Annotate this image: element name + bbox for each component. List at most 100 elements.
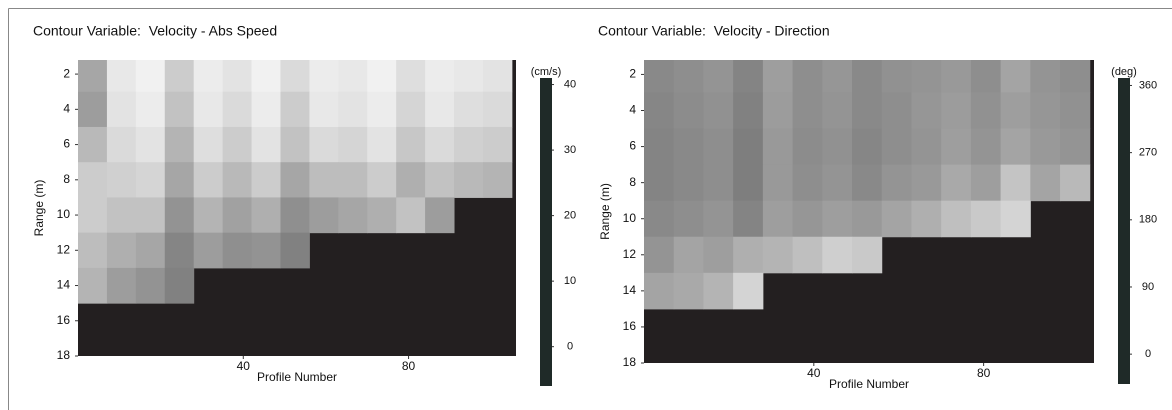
y-tick-label: 6	[629, 139, 636, 153]
heatmap-cell	[673, 272, 704, 310]
heatmap-cell	[222, 126, 253, 163]
heatmap-cell	[164, 197, 195, 234]
y-tick-label: 4	[63, 102, 70, 116]
heatmap-cell	[454, 126, 484, 163]
heatmap-cell	[309, 126, 339, 163]
heatmap-cell	[135, 197, 166, 234]
heatmap-cell	[1030, 92, 1061, 130]
heatmap-cell	[396, 162, 426, 198]
heatmap-cell	[881, 128, 912, 166]
heatmap-cell	[673, 164, 704, 202]
heatmap-cell	[762, 164, 794, 202]
heatmap-cell	[135, 267, 166, 304]
heatmap-cell	[193, 126, 224, 163]
heatmap-cell	[1000, 128, 1031, 166]
y-tick-label: 16	[57, 313, 71, 327]
heatmap-cell	[733, 272, 764, 310]
heatmap-cell	[673, 200, 704, 238]
x-tick-label: 80	[977, 366, 991, 380]
x-axis-label: Profile Number	[829, 377, 909, 391]
heatmap-cell	[280, 126, 310, 163]
heatmap-cell	[644, 236, 675, 274]
y-tick-label: 2	[63, 66, 70, 80]
heatmap-cell	[703, 60, 734, 93]
heatmap-cell	[1060, 164, 1091, 202]
heatmap-cell	[703, 128, 734, 166]
heatmap-cell	[1060, 128, 1091, 166]
colorbar-tick-label: 20	[564, 210, 576, 222]
heatmap-cell	[1000, 164, 1031, 202]
heatmap-cell	[1060, 60, 1091, 93]
heatmap-cell	[338, 162, 368, 198]
heatmap-cell	[367, 126, 397, 163]
heatmap-cell	[135, 162, 166, 198]
y-tick-label: 12	[57, 242, 71, 256]
heatmap-cell	[911, 164, 942, 202]
heatmap-cell	[822, 128, 853, 166]
colorbar	[540, 78, 552, 386]
heatmap-cell	[970, 200, 1002, 238]
heatmap-cell	[822, 92, 853, 130]
heatmap-cell	[1000, 200, 1031, 238]
colorbar-tick-label: 0	[1145, 348, 1151, 360]
heatmap-cell	[1030, 164, 1061, 202]
y-tick-label: 18	[57, 348, 71, 362]
heatmap-cell	[106, 162, 137, 198]
heatmap-cell	[367, 91, 397, 128]
heatmap-cell	[367, 197, 397, 234]
heatmap-cell	[733, 60, 764, 93]
chart-title: Contour Variable: Velocity - Direction	[598, 23, 830, 39]
heatmap-cell	[970, 60, 1002, 93]
heatmap-cell	[644, 200, 675, 238]
heatmap-cell	[135, 232, 166, 269]
heatmap-cell	[792, 236, 823, 274]
heatmap-cell	[762, 200, 794, 238]
heatmap-cell	[454, 60, 484, 93]
x-tick-label: 40	[237, 359, 251, 373]
heatmap-cell	[852, 128, 883, 166]
heatmap-cell	[338, 126, 368, 163]
heatmap-cell	[396, 197, 426, 234]
heatmap-cell	[164, 267, 195, 304]
heatmap-cells	[644, 60, 1091, 310]
heatmap-cell	[881, 60, 912, 93]
heatmap-cell	[251, 60, 281, 93]
heatmap-cell	[396, 60, 426, 93]
heatmap-cell	[425, 126, 455, 163]
heatmap-cell	[822, 60, 853, 93]
colorbar-tick-label: 360	[1139, 79, 1157, 91]
heatmap-cell	[852, 236, 883, 274]
heatmap-cell	[396, 91, 426, 128]
heatmap-cell	[852, 164, 883, 202]
heatmap-cell	[78, 162, 108, 198]
heatmap-cell	[106, 232, 137, 269]
heatmap-cells	[78, 60, 513, 304]
heatmap-cell	[135, 60, 166, 93]
heatmap-cell	[911, 128, 942, 166]
heatmap-cell	[941, 200, 972, 238]
heatmap-cell	[733, 200, 764, 238]
y-tick-label: 14	[623, 283, 637, 297]
heatmap-cell	[852, 92, 883, 130]
heatmap-cell	[1030, 128, 1061, 166]
heatmap-cell	[135, 91, 166, 128]
heatmap-cell	[425, 91, 455, 128]
heatmap-cell	[881, 92, 912, 130]
heatmap-cell	[106, 197, 137, 234]
heatmap-cell	[911, 92, 942, 130]
heatmap-cell	[454, 162, 484, 198]
heatmap-cell	[164, 60, 195, 93]
y-tick-label: 12	[623, 247, 637, 261]
heatmap-cell	[280, 197, 310, 234]
x-axis-label: Profile Number	[257, 370, 337, 384]
heatmap-cell	[193, 197, 224, 234]
heatmap-cell	[309, 162, 339, 198]
colorbar-tick-label: 10	[564, 275, 576, 287]
colorbar-tick-label: 0	[567, 341, 573, 353]
heatmap-cell	[78, 197, 108, 234]
heatmap-cell	[482, 60, 513, 93]
heatmap-cell	[280, 91, 310, 128]
heatmap-cell	[251, 126, 281, 163]
heatmap-cell	[762, 92, 794, 130]
heatmap-cell	[941, 128, 972, 166]
